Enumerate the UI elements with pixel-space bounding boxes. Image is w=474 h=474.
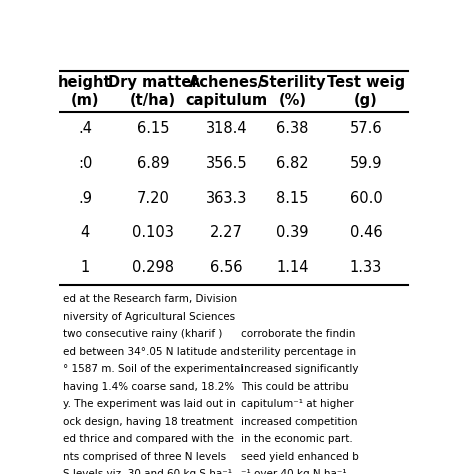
Text: height: height	[58, 75, 112, 90]
Text: .9: .9	[78, 191, 92, 206]
Text: 57.6: 57.6	[350, 121, 383, 137]
Text: 6.82: 6.82	[276, 156, 309, 171]
Text: 8.15: 8.15	[276, 191, 309, 206]
Text: Dry matter: Dry matter	[108, 75, 198, 90]
Text: (m): (m)	[71, 93, 99, 108]
Text: S levels viz. 30 and 60 kg S ha⁻¹: S levels viz. 30 and 60 kg S ha⁻¹	[63, 469, 232, 474]
Text: y. The experiment was laid out in: y. The experiment was laid out in	[63, 399, 236, 409]
Text: increased significantly: increased significantly	[241, 364, 359, 374]
Text: sterility percentage in: sterility percentage in	[241, 346, 356, 356]
Text: 6.89: 6.89	[137, 156, 169, 171]
Text: corroborate the findin: corroborate the findin	[241, 329, 356, 339]
Text: 6.15: 6.15	[137, 121, 169, 137]
Text: 6.38: 6.38	[276, 121, 309, 137]
Text: ° 1587 m. Soil of the experimental: ° 1587 m. Soil of the experimental	[63, 364, 243, 374]
Text: 2.27: 2.27	[210, 226, 243, 240]
Text: two consecutive rainy (kharif ): two consecutive rainy (kharif )	[63, 329, 222, 339]
Text: capitulum: capitulum	[185, 93, 267, 108]
Text: niversity of Agricultural Sciences: niversity of Agricultural Sciences	[63, 311, 235, 322]
Text: (g): (g)	[354, 93, 378, 108]
Text: increased competition: increased competition	[241, 417, 357, 427]
Text: 0.39: 0.39	[276, 226, 309, 240]
Text: 363.3: 363.3	[206, 191, 247, 206]
Text: 318.4: 318.4	[206, 121, 247, 137]
Text: (t/ha): (t/ha)	[130, 93, 176, 108]
Text: 60.0: 60.0	[350, 191, 383, 206]
Text: Sterility: Sterility	[259, 75, 326, 90]
Text: 1.33: 1.33	[350, 260, 382, 275]
Text: ed at the Research farm, Division: ed at the Research farm, Division	[63, 294, 237, 304]
Text: ock design, having 18 treatment: ock design, having 18 treatment	[63, 417, 233, 427]
Text: 0.46: 0.46	[350, 226, 383, 240]
Text: :0: :0	[78, 156, 92, 171]
Text: in the economic part.: in the economic part.	[241, 434, 353, 444]
Text: ed between 34°.05 N latitude and: ed between 34°.05 N latitude and	[63, 346, 240, 356]
Text: having 1.4% coarse sand, 18.2%: having 1.4% coarse sand, 18.2%	[63, 382, 234, 392]
Text: 1.14: 1.14	[276, 260, 309, 275]
Text: This could be attribu: This could be attribu	[241, 382, 349, 392]
Text: 4: 4	[80, 226, 90, 240]
Text: 6.56: 6.56	[210, 260, 243, 275]
Text: 1: 1	[80, 260, 90, 275]
Text: nts comprised of three N levels: nts comprised of three N levels	[63, 452, 226, 462]
Text: ⁻¹ over 40 kg N ha⁻¹.: ⁻¹ over 40 kg N ha⁻¹.	[241, 469, 350, 474]
Text: 0.298: 0.298	[132, 260, 174, 275]
Text: capitulum⁻¹ at higher: capitulum⁻¹ at higher	[241, 399, 354, 409]
Text: Test weig: Test weig	[327, 75, 405, 90]
Text: .4: .4	[78, 121, 92, 137]
Text: 356.5: 356.5	[206, 156, 247, 171]
Text: seed yield enhanced b: seed yield enhanced b	[241, 452, 359, 462]
Text: 0.103: 0.103	[132, 226, 174, 240]
Text: ed thrice and compared with the: ed thrice and compared with the	[63, 434, 234, 444]
Text: 7.20: 7.20	[137, 191, 169, 206]
Text: (%): (%)	[279, 93, 307, 108]
Text: 59.9: 59.9	[350, 156, 382, 171]
Text: Achenes/: Achenes/	[189, 75, 264, 90]
